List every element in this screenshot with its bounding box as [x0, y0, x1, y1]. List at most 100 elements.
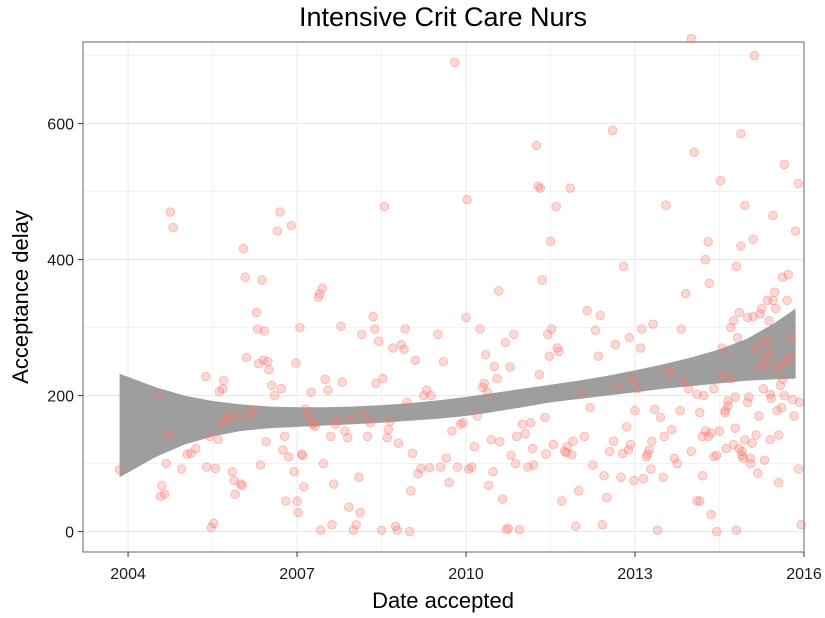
data-point	[253, 358, 264, 369]
data-point	[299, 481, 309, 492]
data-point	[258, 355, 269, 365]
data-point	[354, 472, 364, 482]
data-point	[393, 438, 404, 448]
data-point	[736, 129, 746, 139]
data-point	[748, 311, 759, 322]
data-point	[469, 441, 480, 452]
data-point	[309, 418, 319, 428]
data-point	[257, 275, 267, 285]
data-point	[327, 520, 337, 530]
data-point	[627, 373, 637, 384]
data-point	[308, 419, 318, 429]
data-point	[758, 384, 769, 394]
data-point	[461, 312, 471, 323]
data-point	[506, 450, 516, 461]
data-point	[726, 322, 736, 333]
data-point	[281, 496, 291, 506]
x-tick-label: 2004	[110, 566, 146, 583]
data-point	[773, 430, 784, 440]
data-point	[310, 421, 320, 431]
data-point	[233, 412, 243, 423]
data-point	[348, 525, 359, 535]
data-point	[383, 424, 394, 435]
data-point	[785, 351, 795, 361]
data-point	[208, 518, 219, 529]
data-point	[779, 159, 790, 170]
data-point	[202, 462, 212, 472]
data-point	[585, 403, 595, 413]
data-point	[289, 467, 299, 477]
data-point	[230, 489, 240, 499]
data-point	[571, 521, 581, 531]
data-point	[206, 522, 217, 533]
data-point	[782, 356, 792, 367]
data-point	[229, 475, 239, 486]
data-point	[435, 462, 446, 472]
data-point	[480, 350, 491, 360]
data-point	[664, 365, 674, 375]
data-point	[303, 409, 314, 420]
data-point	[216, 418, 226, 428]
data-point	[528, 460, 539, 470]
data-point	[489, 361, 499, 372]
data-point	[617, 448, 628, 459]
y-tick-label: 600	[47, 117, 74, 134]
data-point	[400, 324, 410, 334]
data-point	[757, 336, 767, 346]
data-point	[738, 453, 748, 463]
data-point	[745, 458, 756, 469]
data-point	[527, 443, 538, 454]
data-point	[607, 125, 618, 136]
data-point	[749, 50, 760, 61]
data-point	[501, 524, 512, 535]
data-point	[340, 426, 350, 436]
data-point	[711, 450, 722, 461]
data-point	[247, 405, 257, 416]
data-point	[336, 321, 346, 331]
data-point	[517, 419, 528, 429]
data-point	[213, 435, 223, 445]
data-point	[753, 468, 763, 478]
data-point	[675, 405, 685, 416]
data-point	[379, 201, 390, 212]
data-point	[320, 374, 330, 385]
data-point	[161, 458, 172, 469]
data-point	[562, 441, 573, 452]
data-point	[385, 416, 395, 427]
data-point	[588, 460, 598, 470]
data-point	[789, 411, 799, 421]
data-point	[604, 446, 615, 457]
scatter-points	[114, 33, 806, 537]
data-point	[182, 449, 192, 459]
data-point	[711, 526, 722, 537]
data-point	[641, 452, 652, 462]
data-point	[777, 272, 788, 283]
x-tick-label: 2016	[786, 566, 822, 583]
data-point	[455, 419, 466, 429]
data-point	[659, 431, 670, 442]
data-point	[392, 525, 403, 535]
data-point	[695, 496, 705, 506]
data-point	[426, 390, 436, 401]
data-point	[444, 477, 454, 488]
data-point	[698, 390, 709, 401]
data-point	[500, 337, 511, 348]
data-point	[568, 436, 578, 446]
data-point	[275, 207, 285, 217]
data-point	[478, 382, 488, 393]
data-point	[775, 380, 786, 391]
data-point	[509, 329, 519, 340]
data-point	[766, 393, 777, 404]
data-point	[503, 523, 514, 533]
data-point	[672, 458, 683, 469]
data-point	[731, 261, 742, 272]
data-point	[488, 467, 498, 477]
data-point	[168, 222, 178, 233]
data-point	[700, 426, 711, 436]
data-point	[776, 359, 787, 370]
data-point	[217, 384, 228, 394]
data-point	[771, 363, 781, 374]
data-point	[582, 305, 592, 316]
data-point	[542, 329, 553, 340]
